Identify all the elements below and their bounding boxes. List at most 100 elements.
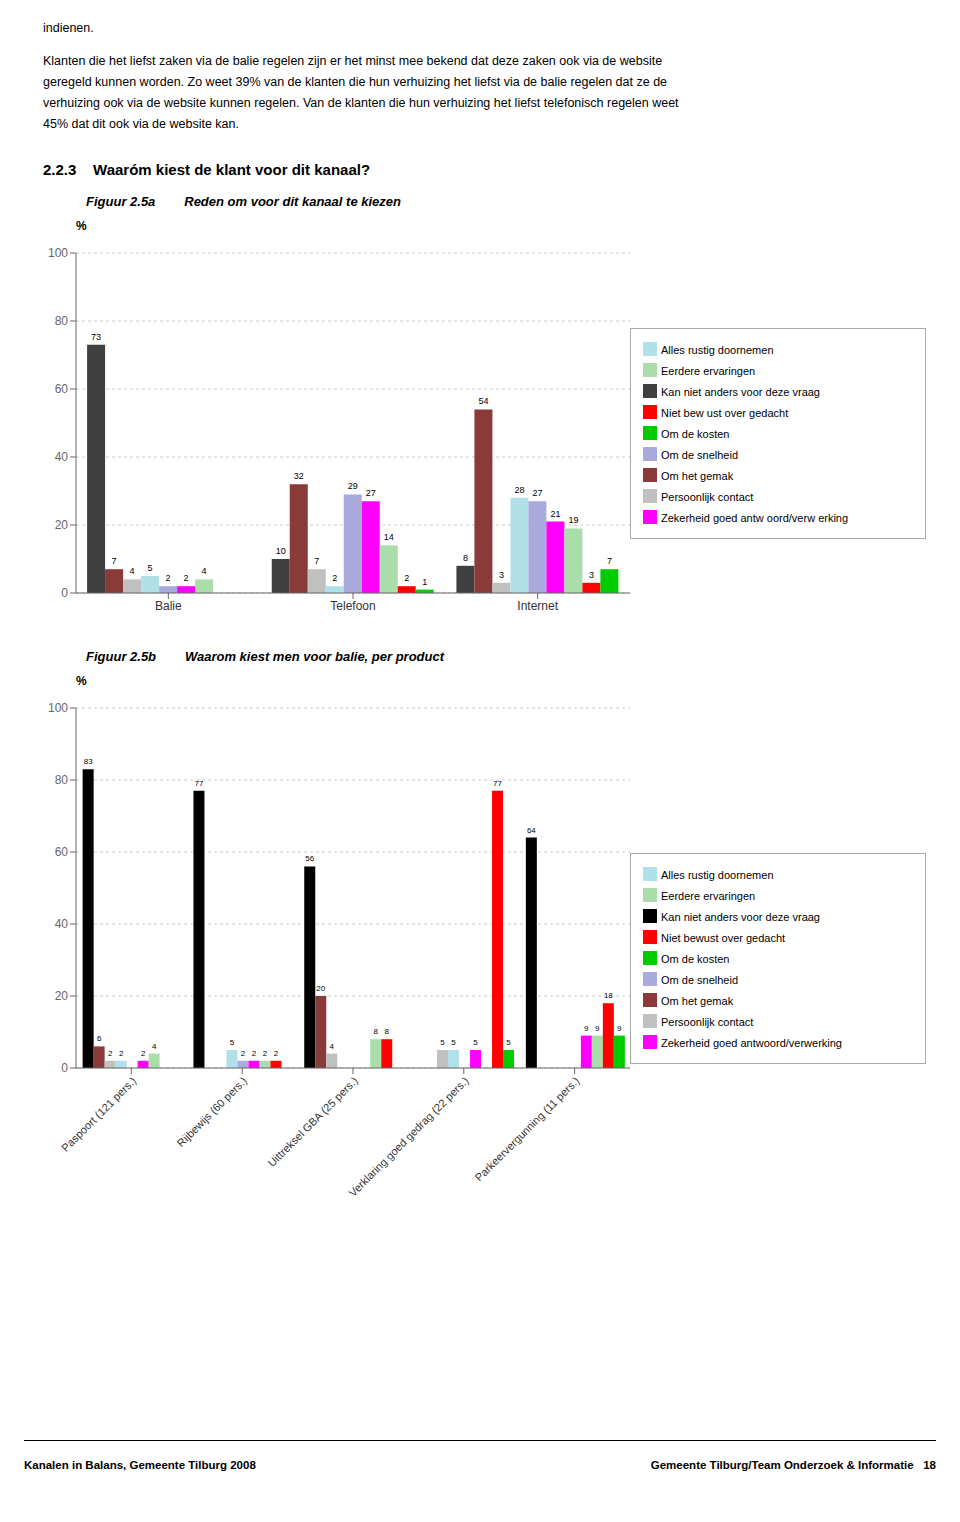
svg-text:2: 2 bbox=[241, 1049, 246, 1058]
svg-text:80: 80 bbox=[55, 314, 69, 328]
svg-text:73: 73 bbox=[91, 332, 101, 342]
html-text:Niet bewust over gedacht: Niet bewust over gedacht bbox=[661, 931, 786, 944]
html-text:Eerdere ervaringen: Eerdere ervaringen bbox=[661, 889, 756, 902]
html-text:Om het gemak: Om het gemak bbox=[661, 469, 734, 482]
svg-text:8: 8 bbox=[463, 553, 468, 563]
svg-text:5: 5 bbox=[506, 1038, 511, 1047]
html-text:Eerdere ervaringen: Eerdere ervaringen bbox=[661, 364, 756, 377]
svg-text:7: 7 bbox=[314, 556, 319, 566]
svg-text:3: 3 bbox=[499, 570, 504, 580]
html-text:Om de snelheid: Om de snelheid bbox=[661, 973, 738, 986]
svg-text:32: 32 bbox=[294, 471, 304, 481]
html-text:Niet bew ust over gedacht: Niet bew ust over gedacht bbox=[661, 406, 789, 419]
html-text:geregeld kunnen worden. Zo wee: geregeld kunnen worden. Zo weet 39% van … bbox=[43, 75, 667, 89]
html-text:2.2.3 Waaróm kiest de klant vo: 2.2.3 Waaróm kiest de klant voor dit kan… bbox=[43, 161, 371, 178]
html-text:45% dat dit ook via de website: 45% dat dit ook via de website kan. bbox=[43, 117, 239, 131]
svg-text:2: 2 bbox=[404, 573, 409, 583]
svg-text:Telefoon: Telefoon bbox=[330, 599, 375, 613]
svg-text:4: 4 bbox=[330, 1042, 335, 1051]
svg-text:64: 64 bbox=[527, 826, 536, 835]
html-text:Zekerheid goed antw oord/verw: Zekerheid goed antw oord/verw erking bbox=[661, 511, 849, 524]
svg-text:5: 5 bbox=[473, 1038, 478, 1047]
svg-text:10: 10 bbox=[276, 546, 286, 556]
svg-text:Internet: Internet bbox=[517, 599, 558, 613]
svg-text:0: 0 bbox=[61, 586, 68, 600]
svg-text:80: 80 bbox=[55, 773, 69, 787]
svg-text:2: 2 bbox=[166, 573, 171, 583]
svg-text:77: 77 bbox=[493, 779, 502, 788]
html-text:Persoonlijk contact: Persoonlijk contact bbox=[661, 1015, 754, 1028]
svg-text:27: 27 bbox=[366, 488, 376, 498]
svg-text:3: 3 bbox=[589, 570, 594, 580]
html-text:Om de snelheid: Om de snelheid bbox=[661, 448, 738, 461]
svg-text:83: 83 bbox=[84, 757, 93, 766]
svg-text:2: 2 bbox=[141, 1049, 146, 1058]
html-text:Kanalen in Balans, Gemeente Ti: Kanalen in Balans, Gemeente Tilburg 2008 bbox=[24, 1459, 256, 1471]
html-text:Klanten die het liefst zaken v: Klanten die het liefst zaken via de bali… bbox=[43, 54, 663, 68]
svg-text:20: 20 bbox=[316, 984, 325, 993]
svg-text:40: 40 bbox=[55, 450, 69, 464]
svg-text:100: 100 bbox=[48, 701, 68, 715]
html-text:Om het gemak: Om het gemak bbox=[661, 994, 734, 1007]
svg-text:5: 5 bbox=[440, 1038, 445, 1047]
svg-text:4: 4 bbox=[152, 1042, 157, 1051]
svg-text:2: 2 bbox=[252, 1049, 257, 1058]
svg-text:8: 8 bbox=[385, 1027, 390, 1036]
svg-text:21: 21 bbox=[550, 509, 560, 519]
html-text:Figuur 2.5b Waarom kiest men v: Figuur 2.5b Waarom kiest men voor balie,… bbox=[86, 649, 445, 664]
svg-text:2: 2 bbox=[332, 573, 337, 583]
svg-text:54: 54 bbox=[478, 396, 488, 406]
svg-text:2: 2 bbox=[274, 1049, 279, 1058]
svg-text:9: 9 bbox=[584, 1024, 589, 1033]
html-text:Om de kosten: Om de kosten bbox=[661, 427, 730, 440]
svg-text:29: 29 bbox=[348, 481, 358, 491]
svg-text:Rijbewijs (60 pers.): Rijbewijs (60 pers.) bbox=[175, 1074, 250, 1149]
svg-text:0: 0 bbox=[61, 1061, 68, 1075]
svg-text:2: 2 bbox=[108, 1049, 113, 1058]
svg-text:9: 9 bbox=[617, 1024, 622, 1033]
svg-text:20: 20 bbox=[55, 518, 69, 532]
html-text:Kan niet anders voor deze vraa: Kan niet anders voor deze vraag bbox=[661, 910, 820, 923]
svg-text:Balie: Balie bbox=[155, 599, 182, 613]
svg-text:4: 4 bbox=[130, 566, 135, 576]
svg-text:7: 7 bbox=[607, 556, 612, 566]
svg-text:7: 7 bbox=[112, 556, 117, 566]
svg-text:2: 2 bbox=[119, 1049, 124, 1058]
html-text:Alles rustig doornemen: Alles rustig doornemen bbox=[661, 868, 774, 881]
html-text:Om de kosten: Om de kosten bbox=[661, 952, 730, 965]
html-text:verhuizing ook via de website: verhuizing ook via de website kunnen reg… bbox=[43, 96, 679, 110]
svg-text:Parkeervergunning (11 pers.): Parkeervergunning (11 pers.) bbox=[472, 1074, 581, 1183]
html-text:indienen.: indienen. bbox=[43, 21, 94, 35]
svg-text:Verklaring goed gedrag (22 per: Verklaring goed gedrag (22 pers.) bbox=[346, 1074, 470, 1198]
html-text:Figuur 2.5a Reden om voor dit: Figuur 2.5a Reden om voor dit kanaal te … bbox=[86, 194, 401, 209]
svg-text:2: 2 bbox=[184, 573, 189, 583]
svg-text:Uittreksel GBA (25 pers.): Uittreksel GBA (25 pers.) bbox=[265, 1074, 360, 1169]
html-text:Zekerheid goed antwoord/verwer: Zekerheid goed antwoord/verwerking bbox=[661, 1036, 842, 1049]
svg-text:4: 4 bbox=[202, 566, 207, 576]
svg-text:20: 20 bbox=[55, 989, 69, 1003]
svg-text:28: 28 bbox=[514, 485, 524, 495]
html-text:Kan niet anders voor deze vraa: Kan niet anders voor deze vraag bbox=[661, 385, 820, 398]
html-text:Gemeente Tilburg/Team Onderzoe: Gemeente Tilburg/Team Onderzoek & Inform… bbox=[650, 1459, 936, 1471]
svg-text:6: 6 bbox=[97, 1034, 102, 1043]
svg-text:19: 19 bbox=[568, 515, 578, 525]
svg-text:40: 40 bbox=[55, 917, 69, 931]
svg-text:60: 60 bbox=[55, 382, 69, 396]
svg-text:5: 5 bbox=[148, 563, 153, 573]
svg-text:8: 8 bbox=[374, 1027, 379, 1036]
svg-text:9: 9 bbox=[595, 1024, 600, 1033]
html-text:Persoonlijk contact: Persoonlijk contact bbox=[661, 490, 754, 503]
svg-text:60: 60 bbox=[55, 845, 69, 859]
svg-text:18: 18 bbox=[604, 991, 613, 1000]
svg-text:27: 27 bbox=[532, 488, 542, 498]
svg-text:56: 56 bbox=[305, 854, 314, 863]
svg-text:5: 5 bbox=[230, 1038, 235, 1047]
svg-text:2: 2 bbox=[263, 1049, 268, 1058]
svg-text:100: 100 bbox=[48, 246, 68, 260]
svg-text:1: 1 bbox=[422, 577, 427, 587]
svg-text:14: 14 bbox=[384, 532, 394, 542]
svg-text:5: 5 bbox=[451, 1038, 456, 1047]
svg-text:77: 77 bbox=[194, 779, 203, 788]
html-text:Alles rustig doornemen: Alles rustig doornemen bbox=[661, 343, 774, 356]
svg-text:Paspoort (121 pers.): Paspoort (121 pers.) bbox=[59, 1074, 138, 1153]
